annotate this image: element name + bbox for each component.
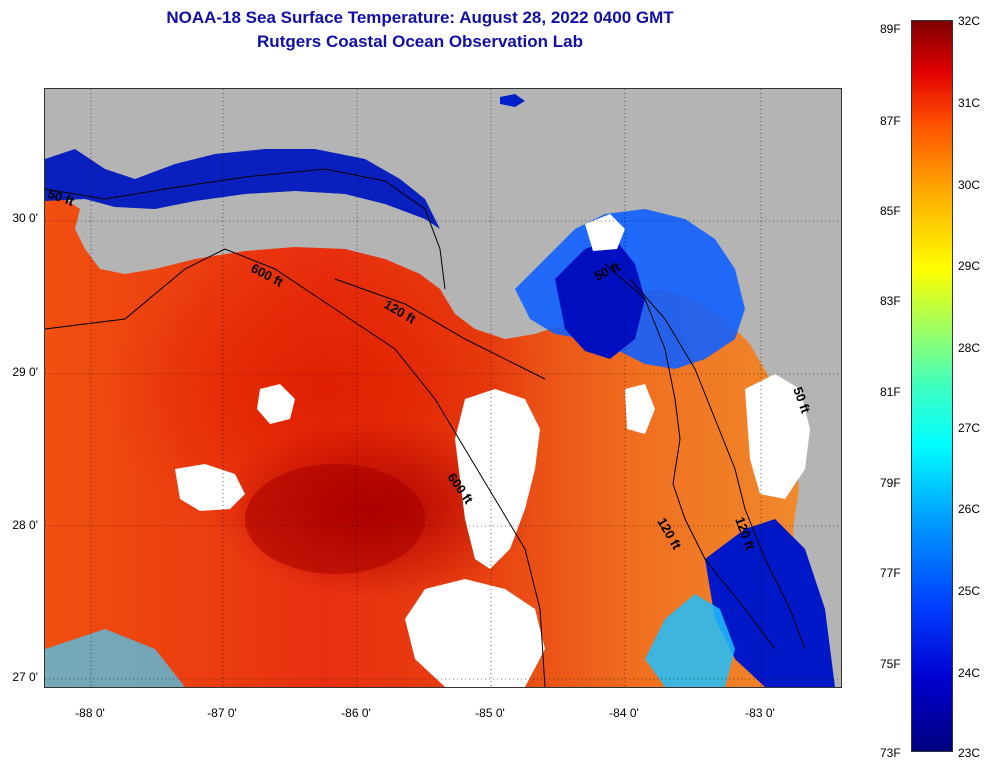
sst-map-graphics: 50 ft 600 ft 120 ft 600 ft 120 ft 50 ft … bbox=[45, 89, 841, 687]
colorbar-f-81: 81F bbox=[880, 385, 901, 399]
lon-tick-85: -85 0' bbox=[475, 706, 505, 720]
cloud-center bbox=[455, 389, 540, 569]
lat-tick-28: 28 0' bbox=[12, 518, 38, 532]
contour-600ft bbox=[45, 248, 546, 687]
map-subtitle: Rutgers Coastal Ocean Observation Lab bbox=[257, 32, 583, 51]
temperature-colorbar bbox=[911, 20, 953, 752]
cold-water-bigbend bbox=[555, 239, 645, 359]
lon-tick-86: -86 0' bbox=[341, 706, 371, 720]
sst-map: 50 ft 600 ft 120 ft 600 ft 120 ft 50 ft … bbox=[44, 88, 842, 688]
contour-50ft-west bbox=[45, 168, 446, 290]
colorbar-f-85: 85F bbox=[880, 204, 901, 218]
colorbar-c-31: 31C bbox=[958, 96, 981, 110]
colorbar-f-83: 83F bbox=[880, 294, 901, 308]
cold-water-south bbox=[705, 519, 835, 687]
inland-water bbox=[500, 94, 525, 107]
cool-water-lower-left bbox=[45, 629, 185, 687]
cold-water-nearshore-west bbox=[45, 149, 440, 229]
cloud-north-bend bbox=[585, 214, 625, 251]
lat-tick-30: 30 0' bbox=[12, 211, 38, 225]
lon-tick-83: -83 0' bbox=[745, 706, 775, 720]
colorbar-c-28: 28C bbox=[958, 341, 981, 355]
map-title: NOAA-18 Sea Surface Temperature: August … bbox=[166, 8, 674, 27]
colorbar-f-89: 89F bbox=[880, 22, 901, 36]
contour-label-120ft-b: 120 ft bbox=[654, 515, 684, 552]
colorbar-f-79: 79F bbox=[880, 476, 901, 490]
colorbar-c-26: 26C bbox=[958, 502, 981, 516]
colorbar-c-25: 25C bbox=[958, 584, 981, 598]
colorbar-c-29: 29C bbox=[958, 259, 981, 273]
lon-tick-84: -84 0' bbox=[609, 706, 639, 720]
contour-120ft-east bbox=[604, 263, 776, 650]
colorbar-f-87: 87F bbox=[880, 114, 901, 128]
contour-120ft bbox=[334, 278, 546, 380]
cloud-south-center bbox=[405, 579, 545, 687]
colorbar-c-24: 24C bbox=[958, 666, 981, 680]
cyan-water-south bbox=[645, 594, 735, 687]
colorbar-c-27: 27C bbox=[958, 421, 981, 435]
colorbar-c-32: 32C bbox=[958, 14, 981, 28]
colorbar-f-77: 77F bbox=[880, 566, 901, 580]
cloud-small-east bbox=[625, 384, 655, 434]
colorbar-c-30: 30C bbox=[958, 178, 981, 192]
colorbar-f-75: 75F bbox=[880, 657, 901, 671]
lat-tick-27: 27 0' bbox=[12, 670, 38, 684]
cloud-mid bbox=[257, 384, 295, 424]
cloud-west bbox=[175, 464, 245, 511]
lon-tick-88: -88 0' bbox=[75, 706, 105, 720]
contour-label-120ft-a: 120 ft bbox=[382, 297, 419, 327]
lat-tick-29: 29 0' bbox=[12, 365, 38, 379]
contour-50ft-east bbox=[629, 278, 806, 650]
colorbar-f-73: 73F bbox=[880, 746, 901, 760]
contour-label-600ft-a: 600 ft bbox=[249, 260, 287, 290]
warm-core bbox=[245, 464, 425, 574]
lon-tick-87: -87 0' bbox=[207, 706, 237, 720]
graticule bbox=[45, 89, 841, 687]
colorbar-c-23: 23C bbox=[958, 746, 981, 760]
